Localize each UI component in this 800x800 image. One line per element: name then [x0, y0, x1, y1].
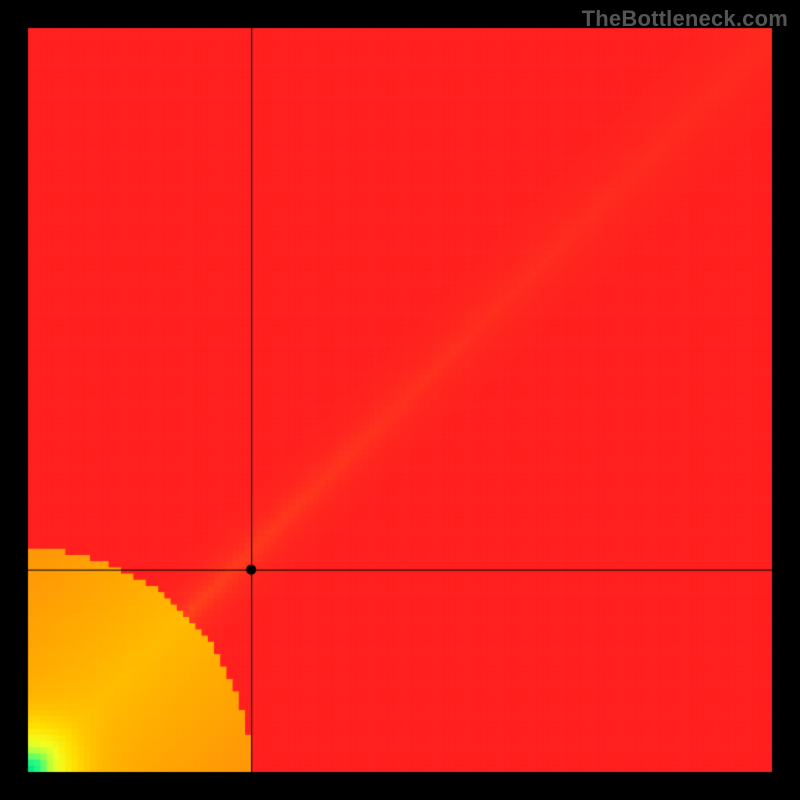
watermark-text: TheBottleneck.com — [582, 6, 788, 32]
chart-root: { "watermark": { "text": "TheBottleneck.… — [0, 0, 800, 800]
bottleneck-heatmap — [0, 0, 800, 800]
